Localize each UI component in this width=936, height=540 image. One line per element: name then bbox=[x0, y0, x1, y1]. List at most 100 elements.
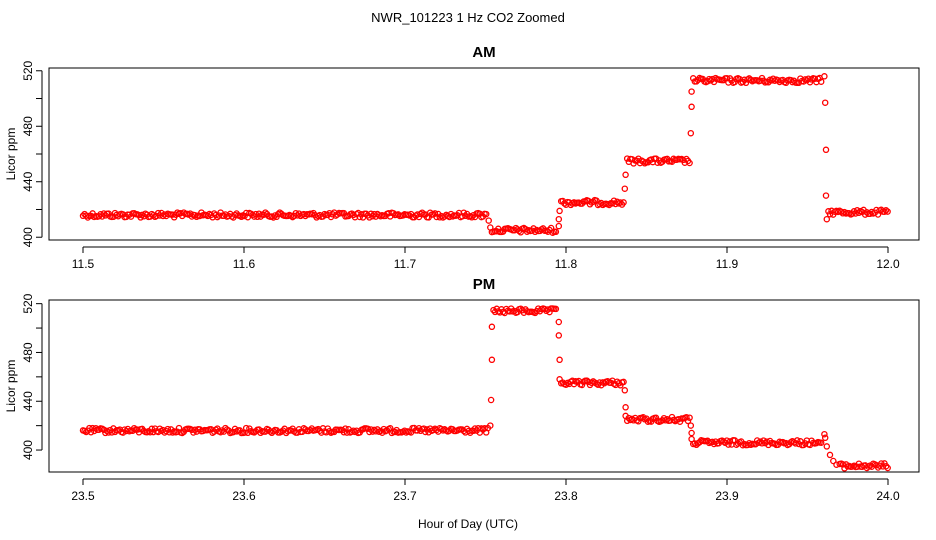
data-point bbox=[460, 209, 468, 216]
data-point bbox=[366, 214, 373, 221]
data-point bbox=[826, 451, 834, 459]
am-y-axis-label: Licor ppm bbox=[4, 128, 18, 181]
data-point bbox=[488, 323, 496, 331]
data-point bbox=[821, 434, 829, 442]
data-point bbox=[555, 318, 563, 326]
data-point bbox=[826, 210, 834, 218]
data-point bbox=[622, 404, 629, 411]
data-point bbox=[817, 439, 825, 446]
data-point bbox=[731, 78, 739, 86]
data-point bbox=[821, 99, 829, 106]
x-tick-label: 11.5 bbox=[72, 257, 95, 271]
data-point bbox=[676, 418, 684, 425]
data-point bbox=[420, 425, 428, 432]
data-point bbox=[415, 213, 423, 221]
data-point bbox=[884, 464, 891, 472]
data-point bbox=[725, 441, 732, 448]
data-point bbox=[793, 437, 801, 444]
pm-panel: PM 23.5 23.6 23.7 23.8 23.9 24.0 400 440 480 520… bbox=[4, 276, 920, 503]
data-point bbox=[693, 78, 700, 85]
x-tick-label: 11.6 bbox=[233, 257, 256, 271]
data-point bbox=[517, 229, 524, 236]
data-point bbox=[589, 198, 597, 205]
data-point bbox=[884, 208, 891, 215]
data-point bbox=[546, 308, 553, 316]
y-tick-label: 400 bbox=[21, 440, 35, 460]
data-point bbox=[556, 356, 563, 364]
data-point bbox=[100, 426, 108, 433]
y-tick-label: 480 bbox=[21, 116, 35, 136]
data-point bbox=[485, 217, 492, 224]
data-point bbox=[621, 185, 629, 192]
data-point bbox=[127, 213, 135, 220]
y-tick-label: 520 bbox=[21, 60, 35, 80]
x-tick-label: 11.7 bbox=[394, 257, 417, 271]
data-point bbox=[821, 73, 828, 80]
x-tick-label: 23.5 bbox=[71, 489, 95, 503]
data-point bbox=[687, 129, 695, 137]
data-point bbox=[823, 215, 831, 223]
x-tick-label: 23.6 bbox=[232, 489, 256, 503]
data-point bbox=[882, 207, 890, 214]
data-point bbox=[613, 198, 621, 206]
y-tick-label: 480 bbox=[21, 342, 35, 362]
data-point bbox=[555, 332, 563, 339]
am-plot-frame bbox=[48, 67, 920, 241]
data-point bbox=[84, 214, 92, 221]
data-point bbox=[688, 103, 695, 111]
y-tick-label: 440 bbox=[21, 391, 35, 411]
data-point bbox=[238, 213, 245, 221]
x-tick-label: 12.0 bbox=[876, 257, 900, 271]
data-point bbox=[556, 376, 563, 383]
data-point bbox=[482, 210, 490, 218]
am-y-axis: 400 440 480 520 bbox=[21, 60, 43, 247]
data-point bbox=[621, 387, 629, 394]
data-point bbox=[705, 75, 713, 83]
data-point bbox=[556, 207, 563, 215]
data-point bbox=[620, 199, 627, 206]
pm-y-axis-label: Licor ppm bbox=[4, 360, 18, 413]
x-tick-label: 23.7 bbox=[393, 489, 417, 503]
data-point bbox=[487, 396, 495, 404]
data-point bbox=[164, 425, 172, 433]
x-tick-label: 23.8 bbox=[554, 489, 578, 503]
x-tick-label: 24.0 bbox=[876, 489, 900, 503]
data-point bbox=[752, 440, 759, 448]
data-point bbox=[271, 212, 279, 219]
data-point bbox=[688, 88, 695, 95]
data-point bbox=[488, 356, 496, 364]
y-tick-label: 400 bbox=[21, 227, 35, 247]
data-point bbox=[822, 146, 830, 154]
data-point bbox=[555, 222, 563, 230]
pm-panel-title: PM bbox=[473, 276, 496, 293]
x-axis-label: Hour of Day (UTC) bbox=[418, 517, 518, 531]
data-point bbox=[552, 305, 560, 313]
figure-title: NWR_101223 1 Hz CO2 Zoomed bbox=[371, 10, 565, 25]
data-point bbox=[146, 428, 154, 436]
data-point bbox=[487, 422, 494, 429]
data-point bbox=[822, 192, 830, 199]
data-point bbox=[686, 414, 693, 421]
data-point bbox=[821, 430, 828, 438]
pm-x-axis: 23.5 23.6 23.7 23.8 23.9 24.0 bbox=[71, 478, 900, 503]
data-point bbox=[130, 424, 138, 432]
am-data-points bbox=[79, 73, 891, 236]
data-point bbox=[340, 428, 348, 436]
data-point bbox=[742, 79, 750, 87]
data-point bbox=[855, 209, 863, 217]
data-point bbox=[605, 201, 613, 209]
data-point bbox=[552, 228, 560, 236]
data-point bbox=[635, 418, 642, 425]
data-point bbox=[620, 378, 627, 386]
data-point bbox=[487, 224, 494, 231]
data-point bbox=[817, 78, 825, 85]
data-point bbox=[388, 429, 396, 437]
data-point bbox=[687, 422, 695, 429]
data-point bbox=[530, 225, 537, 232]
data-point bbox=[652, 414, 660, 422]
x-tick-label: 11.9 bbox=[716, 257, 739, 271]
data-point bbox=[833, 461, 840, 468]
data-point bbox=[364, 425, 372, 432]
y-tick-label: 520 bbox=[21, 293, 35, 313]
